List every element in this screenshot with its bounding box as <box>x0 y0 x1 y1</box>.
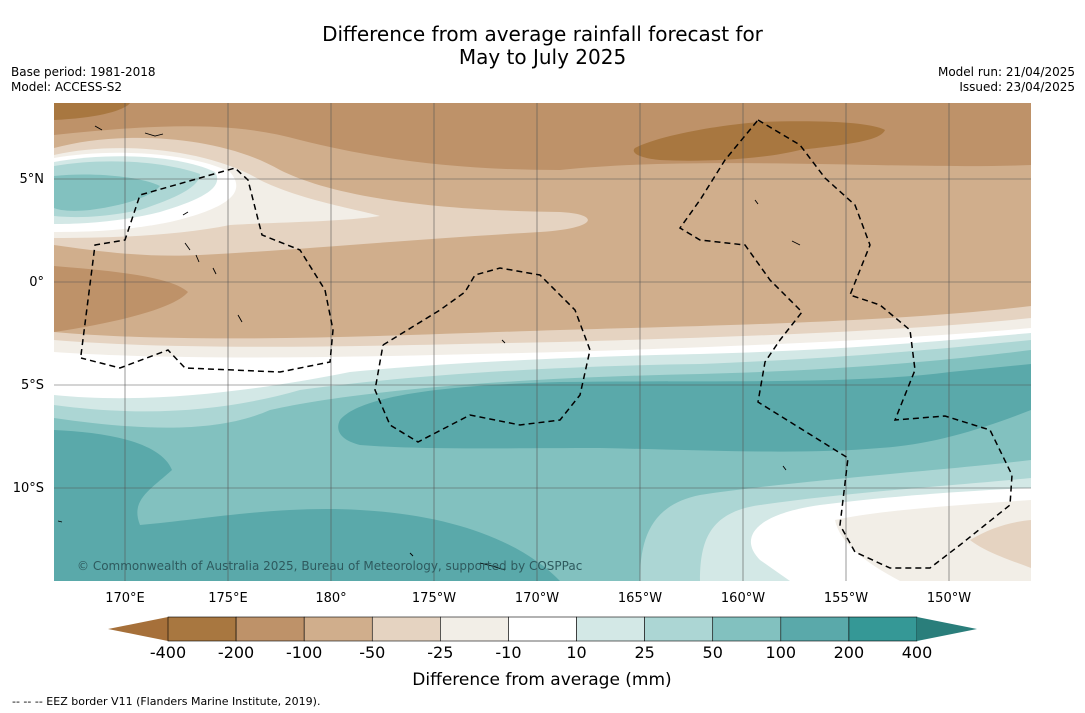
colorbar-cell <box>235 616 305 642</box>
info-right: Model run: 21/04/2025 Issued: 23/04/2025 <box>938 65 1075 95</box>
colorbar-cell <box>848 616 918 642</box>
colorbar-cell <box>371 616 441 642</box>
colorbar-cell <box>508 616 577 642</box>
eez-border-east <box>678 119 1013 569</box>
map-title-line-1: Difference from average rainfall forecas… <box>322 22 763 46</box>
lon-tick-label: 170°E <box>105 591 145 606</box>
island <box>94 125 103 131</box>
colorbar-label: 200 <box>834 643 865 662</box>
colorbar-title: Difference from average (mm) <box>412 670 671 690</box>
lon-tick-label: 150°W <box>927 591 971 606</box>
rainfall-anomaly-field <box>54 103 1031 581</box>
islands <box>57 125 801 571</box>
colorbar-label: -400 <box>150 643 186 662</box>
colorbar-extend-high <box>917 617 977 641</box>
colorbar-cell <box>576 616 645 642</box>
lat-ticks: 5°N 0° 5°S 10°S <box>13 172 44 496</box>
field-dark-teal-southwest <box>54 430 560 581</box>
model-text: Model: ACCESS-S2 <box>11 80 123 94</box>
colorbar-cell <box>167 616 237 642</box>
island <box>182 211 189 216</box>
island <box>479 562 506 571</box>
colorbar-cells <box>167 616 918 642</box>
colorbar-label: -200 <box>218 643 254 662</box>
lat-tick-label: 0° <box>29 275 44 290</box>
colorbar-cell <box>780 616 850 642</box>
eez-border-central <box>374 267 591 443</box>
island <box>754 199 759 205</box>
island <box>237 314 243 323</box>
lon-tick-label: 165°W <box>618 591 662 606</box>
island <box>409 552 414 557</box>
map-title-line-2: May to July 2025 <box>458 45 627 69</box>
lat-tick-label: 10°S <box>13 481 44 496</box>
colorbar-label: -100 <box>286 643 322 662</box>
info-left: Base period: 1981-2018 Model: ACCESS-S2 <box>11 65 156 95</box>
lon-tick-label: 160°W <box>721 591 765 606</box>
colorbar-labels: -400 -200 -100 -50 -25 -10 10 25 50 100 200 400 <box>150 643 932 662</box>
colorbar-cell <box>712 616 782 642</box>
eez-borders <box>80 119 1013 569</box>
lat-tick-label: 5°S <box>21 378 44 393</box>
colorbar-label: 50 <box>703 643 723 662</box>
colorbar-label: -25 <box>427 643 453 662</box>
island <box>57 520 63 523</box>
colorbar-label: 100 <box>766 643 797 662</box>
issued-text: Issued: 23/04/2025 <box>959 80 1075 94</box>
lat-tick-label: 5°N <box>20 172 45 187</box>
colorbar: -400 -200 -100 -50 -25 -10 10 25 50 100 200 400 Dif… <box>108 616 977 690</box>
colorbar-label: 400 <box>902 643 933 662</box>
colorbar-extend-low <box>108 617 168 641</box>
colorbar-label: 10 <box>566 643 586 662</box>
island <box>195 254 200 263</box>
colorbar-label: -10 <box>495 643 521 662</box>
graticule <box>54 103 1031 581</box>
field-top-band <box>54 103 1031 170</box>
lon-tick-label: 180° <box>315 591 346 606</box>
island <box>501 339 506 344</box>
colorbar-cell <box>644 616 714 642</box>
island <box>212 267 217 275</box>
eez-border-west <box>80 167 334 373</box>
base-period-text: Base period: 1981-2018 <box>11 65 156 79</box>
island <box>782 465 787 471</box>
island <box>184 242 191 251</box>
field-southeast-cream <box>835 500 1031 581</box>
island <box>791 240 801 246</box>
island <box>144 132 164 137</box>
field-dark-blob-northeast <box>633 121 885 161</box>
lon-tick-label: 175°E <box>208 591 248 606</box>
colorbar-cell <box>440 616 509 642</box>
copyright-text: © Commonwealth of Australia 2025, Bureau… <box>77 559 582 573</box>
model-run-text: Model run: 21/04/2025 <box>937 65 1075 79</box>
field-dark-lobe-west <box>54 266 188 332</box>
lon-tick-label: 175°W <box>412 591 456 606</box>
lon-ticks: 170°E 175°E 180° 175°W 170°W 165°W 160°W… <box>105 591 971 606</box>
field-dark-blob-northwest <box>54 103 130 120</box>
colorbar-label: -50 <box>359 643 385 662</box>
eez-footnote: -- -- -- EEZ border V11 (Flanders Marine… <box>12 695 321 708</box>
colorbar-label: 25 <box>634 643 654 662</box>
field-mid-teal-northwest <box>54 174 160 211</box>
field-dark-teal-core <box>338 364 1031 452</box>
field-southeast-tan <box>970 520 1031 568</box>
lon-tick-label: 170°W <box>515 591 559 606</box>
lon-tick-label: 155°W <box>824 591 868 606</box>
colorbar-cell <box>303 616 373 642</box>
